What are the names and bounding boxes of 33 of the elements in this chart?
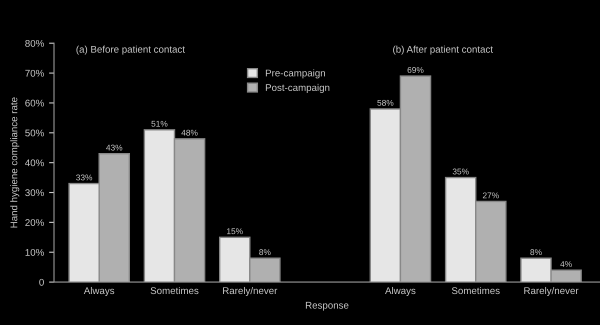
y-axis-title: Hand hygiene compliance rate [10,97,20,228]
text: 51% [151,120,168,127]
legend-label: Pre-campaign [266,69,325,78]
legend-label: Post-campaign [266,84,330,93]
text: 8% [530,249,542,256]
x-tick-label: Sometimes [150,286,198,294]
y-tick-label: 10% [26,248,44,256]
y-tick-label: 60% [25,100,44,107]
y-tick-label: 40% [25,159,44,166]
text: 48% [181,130,198,136]
y-tick-label: 0 [39,278,44,286]
y-tick-label: 50% [25,130,44,136]
text: 58% [377,100,394,106]
x-tick-label: Always [84,286,114,296]
x-tick-label: Rarely/never [524,286,578,296]
y-tick-label: 80% [25,40,44,47]
y-tick-label: 70% [25,70,44,77]
x-tick-label: Sometimes [452,286,500,294]
x-tick-label: Rarely/never [223,286,278,296]
text: 27% [482,192,499,198]
annotation: (a) Before patient contact [76,46,185,55]
text: 15% [227,228,243,234]
text: 8% [259,249,271,256]
x-axis-title: Response [306,302,348,311]
y-tick-label: 20% [25,219,44,226]
text: 33% [76,174,92,180]
text: 4% [560,261,572,267]
text: 69% [408,67,424,73]
x-tick-label: Always [385,286,416,296]
y-tick-label: 30% [25,189,44,196]
annotation: (b) After patient contact [393,46,493,55]
text: 35% [452,168,469,174]
text: 43% [106,144,122,151]
